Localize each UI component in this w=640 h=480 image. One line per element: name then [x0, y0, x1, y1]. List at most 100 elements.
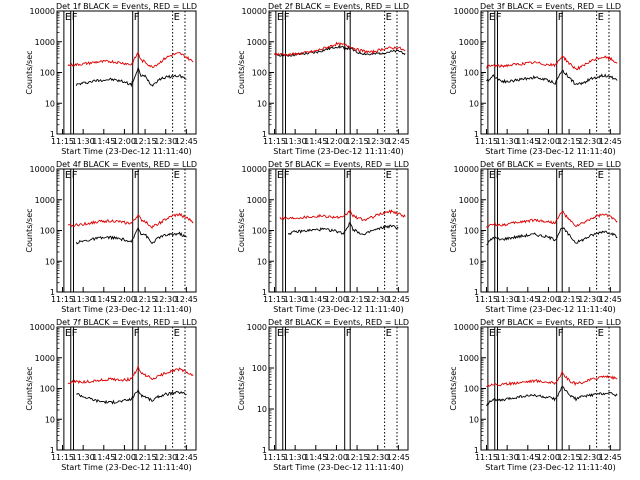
y-axis-label: Counts/sec	[449, 366, 458, 410]
series-lld-line	[279, 208, 406, 222]
x-tick-label: 11:45	[92, 295, 115, 304]
marker-label: E	[489, 170, 495, 181]
series-events-line	[486, 69, 618, 86]
y-tick-label: 10000	[30, 165, 55, 174]
series-lld-line	[67, 364, 194, 385]
x-tick-label: 11:30	[72, 137, 95, 146]
panel-det-4: Det 4f BLACK = Events, RED = LLD 1 10 100 10…	[25, 160, 198, 314]
y-tick-label: 1	[262, 130, 267, 139]
x-tick-label: 11:45	[92, 453, 115, 462]
marker-label: F	[346, 12, 352, 23]
y-tick-label: 100	[40, 385, 55, 394]
marker-label: F	[284, 170, 290, 181]
x-tick-label: 12:30	[578, 453, 601, 462]
x-tick-label: 12:30	[578, 295, 601, 304]
panel-det-8: Det 8f BLACK = Events, RED = LLD 1 10 100 10…	[237, 318, 410, 472]
panel-title: Det 4f BLACK = Events, RED = LLD	[56, 160, 197, 169]
y-tick-label: 1	[474, 446, 479, 455]
x-tick-label: 11:30	[496, 137, 519, 146]
y-tick-label: 1	[50, 288, 55, 297]
panel-title: Det 2f BLACK = Events, RED = LLD	[268, 2, 409, 11]
series-lld-line	[67, 52, 194, 69]
y-tick-label: 100	[40, 227, 55, 236]
marker-label: E	[598, 170, 604, 181]
plot-frame	[268, 168, 409, 293]
marker-label: E	[174, 328, 180, 339]
x-tick-label: 11:15	[475, 453, 498, 462]
x-axis-label: Start Time (23-Dec-12 11:11:40)	[61, 305, 192, 314]
panel-det-1: Det 1f BLACK = Events, RED = LLD 1 10 100 10…	[25, 2, 198, 156]
y-tick-label: 10000	[242, 7, 267, 16]
x-tick-label: 11:30	[284, 137, 307, 146]
y-tick-label: 1000	[247, 196, 267, 205]
y-tick-label: 10	[469, 257, 479, 266]
series-lld-line	[486, 55, 618, 71]
x-tick-label: 11:15	[475, 137, 498, 146]
x-axis-label: Start Time (23-Dec-12 11:11:40)	[485, 463, 616, 472]
series-events-line	[486, 385, 618, 407]
x-tick-label: 11:45	[304, 453, 327, 462]
y-tick-label: 1	[262, 288, 267, 297]
x-tick-label: 12:30	[154, 137, 177, 146]
y-tick-label: 10	[45, 99, 55, 108]
plot-frame	[480, 326, 621, 451]
x-tick-label: 12:30	[154, 295, 177, 304]
series-lld-line	[274, 41, 406, 57]
series-events-line	[287, 222, 399, 236]
y-tick-label: 100	[464, 69, 479, 78]
marker-label: F	[284, 328, 290, 339]
marker-label: E	[174, 170, 180, 181]
x-tick-label: 12:15	[134, 137, 157, 146]
x-tick-label: 12:30	[366, 295, 389, 304]
x-tick-label: 12:00	[325, 295, 348, 304]
x-tick-label: 12:00	[537, 453, 560, 462]
x-tick-label: 11:30	[496, 453, 519, 462]
x-tick-label: 11:30	[284, 295, 307, 304]
y-tick-label: 1000	[459, 354, 479, 363]
marker-label: F	[496, 328, 502, 339]
marker-label: F	[134, 170, 140, 181]
marker-label: E	[277, 328, 283, 339]
marker-label: F	[496, 12, 502, 23]
x-tick-label: 12:00	[325, 137, 348, 146]
marker-label: F	[72, 328, 78, 339]
x-tick-label: 12:45	[175, 137, 198, 146]
y-tick-label: 10	[45, 257, 55, 266]
marker-label: F	[496, 170, 502, 181]
y-tick-label: 1	[50, 446, 55, 455]
series-events-line	[76, 388, 187, 405]
y-axis-label: Counts/sec	[237, 50, 246, 94]
marker-label: F	[284, 12, 290, 23]
panel-det-5: Det 5f BLACK = Events, RED = LLD 1 10 100 10…	[237, 160, 410, 314]
y-tick-label: 1	[474, 130, 479, 139]
x-tick-label: 12:45	[387, 453, 410, 462]
marker-label: F	[72, 170, 78, 181]
marker-label: F	[558, 328, 564, 339]
x-axis-label: Start Time (23-Dec-12 11:11:40)	[485, 147, 616, 156]
x-tick-label: 12:30	[366, 137, 389, 146]
x-tick-label: 12:00	[113, 453, 136, 462]
marker-label: E	[386, 328, 392, 339]
marker-label: E	[386, 170, 392, 181]
y-axis-label: Counts/sec	[449, 208, 458, 252]
panel-title: Det 1f BLACK = Events, RED = LLD	[56, 2, 197, 11]
y-tick-label: 10000	[30, 7, 55, 16]
series-events-line	[486, 227, 618, 246]
x-tick-label: 12:15	[558, 137, 581, 146]
x-tick-label: 12:15	[346, 453, 369, 462]
y-tick-label: 10	[257, 99, 267, 108]
series-lld-line	[486, 370, 618, 388]
x-axis-label: Start Time (23-Dec-12 11:11:40)	[61, 463, 192, 472]
panel-title: Det 3f BLACK = Events, RED = LLD	[480, 2, 621, 11]
y-tick-label: 10000	[454, 165, 479, 174]
marker-label: E	[174, 12, 180, 23]
marker-label: F	[558, 170, 564, 181]
y-tick-label: 1000	[459, 196, 479, 205]
x-tick-label: 11:30	[284, 453, 307, 462]
x-tick-label: 12:00	[537, 295, 560, 304]
x-tick-label: 11:45	[516, 453, 539, 462]
x-tick-label: 12:45	[387, 137, 410, 146]
panel-det-6: Det 6f BLACK = Events, RED = LLD 1 10 100 10…	[449, 160, 622, 314]
x-axis-label: Start Time (23-Dec-12 11:11:40)	[273, 463, 404, 472]
x-tick-label: 11:15	[475, 295, 498, 304]
